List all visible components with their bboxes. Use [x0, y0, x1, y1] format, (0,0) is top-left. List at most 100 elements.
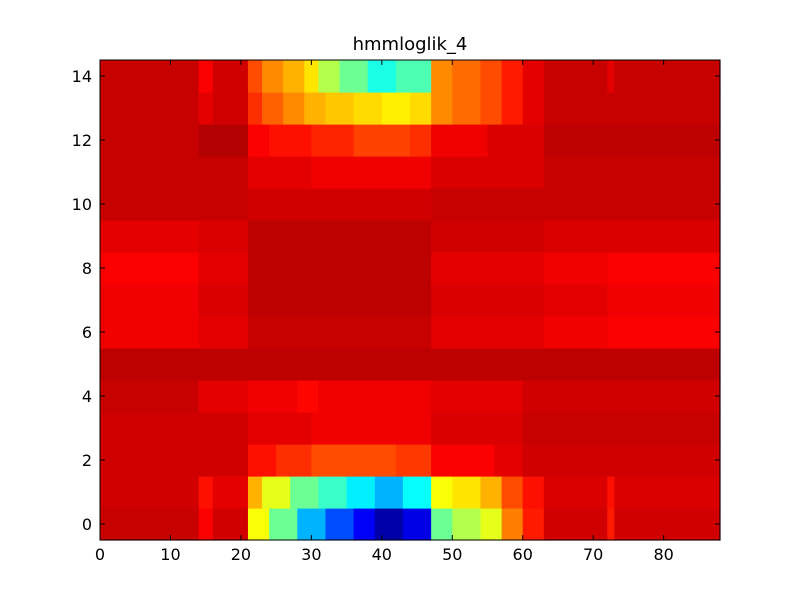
- x-tick-label: 50: [442, 545, 462, 564]
- heatmap-cell: [247, 380, 298, 413]
- heatmap-cell: [198, 508, 214, 541]
- heatmap-cell: [247, 92, 263, 125]
- heatmap-cell: [431, 412, 524, 445]
- heatmap-cell: [431, 60, 453, 93]
- heatmap-cell: [480, 508, 503, 541]
- heatmap-cell: [607, 284, 721, 317]
- heatmap-cell: [431, 380, 524, 413]
- x-tick-label: 80: [653, 545, 673, 564]
- heatmap-cell: [304, 92, 327, 125]
- heatmap-cell: [522, 92, 545, 125]
- heatmap-cell: [543, 156, 721, 189]
- heatmap-cell: [487, 124, 545, 157]
- heatmap-cell: [276, 444, 312, 477]
- heatmap-cell: [522, 60, 545, 93]
- heatmap-cell: [543, 316, 608, 349]
- heatmap-cell: [198, 220, 249, 253]
- heatmap-cell: [501, 92, 524, 125]
- heatmap-cell: [614, 476, 721, 509]
- heatmap-cell: [353, 444, 397, 477]
- heatmap-cell: [311, 412, 432, 445]
- chart-title: hmmloglik_4: [352, 34, 468, 55]
- heatmap-cell: [522, 508, 545, 541]
- x-tick-label: 40: [372, 545, 392, 564]
- heatmap-cell: [480, 60, 503, 93]
- heatmap-cell: [318, 60, 341, 93]
- heatmap-cell: [311, 156, 432, 189]
- heatmap-cell: [212, 508, 249, 541]
- heatmap-cell: [290, 476, 320, 509]
- heatmap-cell: [431, 508, 453, 541]
- heatmap-cell: [198, 476, 214, 509]
- heatmap-cell: [607, 508, 615, 541]
- heatmap-cell: [247, 124, 270, 157]
- heatmap-cell: [198, 60, 214, 93]
- y-axis: 0 2 4 6 8 10 12 14: [72, 67, 720, 534]
- heatmap-cell: [431, 284, 545, 317]
- heatmap-cell: [353, 124, 411, 157]
- heatmap-cell: [452, 508, 482, 541]
- heatmap-cell: [607, 60, 615, 93]
- heatmap-cell: [262, 476, 291, 509]
- heatmap-cell: [543, 92, 721, 125]
- heatmap-cell: [614, 508, 721, 541]
- heatmap-cell: [100, 508, 200, 541]
- heatmap-cell: [247, 60, 263, 93]
- heatmap-cell: [543, 252, 608, 285]
- heatmap-cell: [100, 156, 249, 189]
- heatmap-cell: [212, 60, 249, 93]
- heatmap-cell: [607, 316, 721, 349]
- heatmap-cell: [431, 316, 545, 349]
- heatmap-cell: [501, 508, 524, 541]
- heatmap-cell: [100, 380, 200, 413]
- heatmap-cell: [100, 348, 721, 381]
- heatmap-cell: [325, 92, 355, 125]
- heatmap-cell: [198, 124, 249, 157]
- heatmap-cell: [410, 124, 432, 157]
- x-tick-label: 60: [513, 545, 533, 564]
- heatmap-cell: [480, 476, 503, 509]
- heatmap-cell: [431, 156, 545, 189]
- heatmap-cell: [100, 412, 249, 445]
- heatmap-cell: [374, 508, 404, 541]
- heatmap-cell: [283, 60, 305, 93]
- heatmap-cell: [100, 124, 200, 157]
- heatmap-cell: [318, 476, 348, 509]
- heatmap-cell: [431, 124, 489, 157]
- heatmap-cell: [494, 444, 524, 477]
- heatmap-cell: [431, 188, 721, 221]
- heatmap-cell: [346, 476, 376, 509]
- heatmap-cell: [247, 412, 312, 445]
- heatmap-cell: [501, 60, 524, 93]
- heatmap-cell: [247, 444, 277, 477]
- heatmap-cell: [452, 60, 482, 93]
- heatmap-cell: [198, 316, 249, 349]
- heatmap-cell: [247, 220, 432, 253]
- heatmap-cell: [297, 380, 320, 413]
- heatmap-cell: [247, 476, 263, 509]
- heatmap-cell: [100, 92, 200, 125]
- heatmap-cell: [543, 60, 608, 93]
- heatmap-cell: [395, 60, 432, 93]
- heatmap-cell: [247, 508, 270, 541]
- heatmap-cell: [100, 476, 200, 509]
- heatmap-cell: [247, 156, 312, 189]
- heatmap-cell: [607, 476, 615, 509]
- heatmap-cell: [543, 124, 721, 157]
- heatmap-cell: [247, 188, 432, 221]
- heatmap-cell: [198, 284, 249, 317]
- y-tick-label: 14: [72, 67, 92, 86]
- x-tick-label: 0: [95, 545, 105, 564]
- heatmap-cell: [543, 284, 608, 317]
- heatmap-cell: [543, 508, 608, 541]
- heatmap-cell: [522, 476, 545, 509]
- heatmap-cell: [247, 284, 432, 317]
- heatmap-cell: [374, 476, 404, 509]
- heatmap-cell: [325, 508, 355, 541]
- y-tick-label: 12: [72, 131, 92, 150]
- x-tick-label: 70: [583, 545, 603, 564]
- heatmap-cells: [100, 60, 721, 541]
- heatmap-cell: [339, 60, 369, 93]
